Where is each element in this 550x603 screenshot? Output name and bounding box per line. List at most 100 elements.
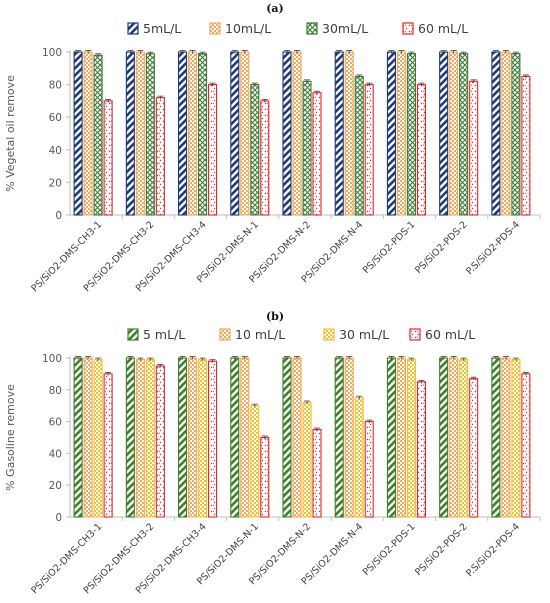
x-category-label: P.S/SiO2-PDS-4 [464,521,522,579]
y-tick-label: 40 [49,145,62,157]
bar [406,359,416,518]
y-tick-label: 100 [42,353,62,365]
bar [344,51,354,216]
x-category-label: P.S/SiO2-PDS-4 [464,219,522,277]
legend-label: 5 mL/L [143,327,185,342]
bar [449,357,459,518]
y-tick-label: 0 [55,512,62,524]
legend-item-2: 10 mL/L [219,327,285,342]
bar [302,80,312,216]
bar [93,54,103,216]
y-tick-label: 20 [49,480,62,492]
legend-label: 60 mL/L [418,21,468,36]
legend-label: 30 mL/L [339,327,389,342]
y-tick-label: 60 [49,417,62,429]
bar [103,100,113,216]
legend-swatch [219,328,231,341]
bar [459,53,469,216]
bar [135,51,145,216]
bar [491,357,501,518]
bar [511,359,521,518]
panel-a-label: (a) [266,2,284,15]
bar [396,51,406,216]
bar [145,53,155,216]
bar [125,357,135,518]
y-tick-label: 20 [49,177,62,189]
bar [354,397,364,518]
y-tick-label: 80 [49,80,62,92]
bar [73,51,83,216]
bar [386,357,396,518]
legend-label: 30mL/L [322,21,368,36]
legend-item-1: 5 mL/L [127,327,185,342]
bar [208,360,218,518]
bar [364,421,374,518]
bar [135,359,145,518]
bar [344,357,354,518]
bar [240,357,250,518]
legend-item-1: 5mL/L [127,21,181,36]
legend-swatch [127,22,139,35]
legend-swatch [209,22,221,35]
chart-panel-b: 5 mL/L 10 mL/L 30 mL/L 60 mL/L 0 20 40 60 80 100%… [4,327,541,596]
bar [416,381,426,518]
bar [406,53,416,216]
bar [334,357,344,518]
bar [334,51,344,216]
bar [501,51,511,216]
x-category-label: PS/SiO2-PDS-2 [413,219,470,276]
y-tick-label: 80 [49,385,62,397]
bar [491,51,501,216]
bar [188,51,198,216]
legend-label: 10mL/L [225,21,271,36]
bar [155,97,165,216]
legend-item-2: 10mL/L [209,21,271,36]
bar [198,359,208,518]
bar [145,359,155,518]
legend-swatch [402,22,414,35]
bar [73,357,83,518]
x-category-label: PS/SiO2-PDS-1 [361,521,418,578]
bar [83,357,93,518]
bar [178,357,188,518]
bar [250,405,260,518]
y-tick-label: 0 [55,210,62,222]
legend-item-3: 30 mL/L [323,327,389,342]
bar [312,428,322,518]
legend-label: 60 mL/L [425,327,475,342]
y-tick-label: 60 [49,112,62,124]
bar [292,357,302,518]
legend-item-4: 60 mL/L [409,327,475,342]
bar [302,401,312,518]
bar [354,75,364,216]
bar [230,357,240,518]
bar [178,51,188,216]
bar [459,359,469,518]
y-axis-title: % Vegetal oil remove [4,75,17,192]
legend-label: 10 mL/L [235,327,285,342]
y-axis-title: % Gasoline remove [4,384,17,491]
bar [230,51,240,216]
bar [312,92,322,216]
bar [511,53,521,216]
legend-label: 5mL/L [143,21,181,36]
legend-item-3: 30mL/L [306,21,368,36]
bar [449,51,459,216]
legend-swatch [409,328,421,341]
bar [188,357,198,518]
bar [521,75,531,216]
bar [364,84,374,216]
bar [439,357,449,518]
bar [208,84,218,216]
bar [125,51,135,216]
y-tick-label: 100 [42,47,62,59]
legend-item-4: 60 mL/L [402,21,468,36]
bar [416,84,426,216]
legend-swatch [127,328,139,341]
bar [103,373,113,518]
bar [240,51,250,216]
bar [439,51,449,216]
bar [198,53,208,216]
bar [83,51,93,216]
